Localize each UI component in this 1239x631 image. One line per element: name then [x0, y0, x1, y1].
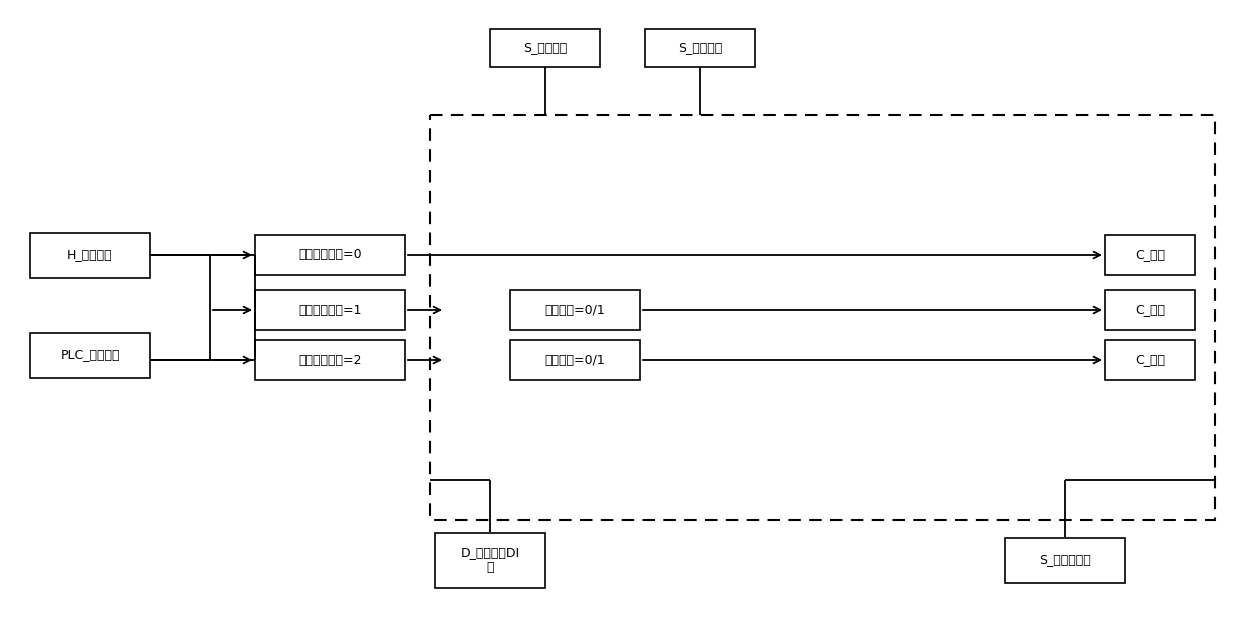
Bar [1005, 538, 1125, 582]
Bar [510, 290, 641, 330]
Text: 上升到位=0/1: 上升到位=0/1 [545, 304, 606, 317]
Bar [510, 340, 641, 380]
Text: C_下降: C_下降 [1135, 353, 1165, 367]
Text: 程序比较指令=1: 程序比较指令=1 [299, 304, 362, 317]
Text: 程序比较指令=0: 程序比较指令=0 [299, 249, 362, 261]
Bar [30, 232, 150, 278]
Bar [1105, 290, 1194, 330]
Bar [1105, 340, 1194, 380]
Bar [435, 533, 545, 587]
Text: 下降到位=0/1: 下降到位=0/1 [545, 353, 606, 367]
Text: C_上升: C_上升 [1135, 304, 1165, 317]
Bar [1105, 235, 1194, 275]
Bar [30, 333, 150, 377]
Bar [255, 290, 405, 330]
Bar [255, 340, 405, 380]
Bar [489, 29, 600, 67]
Bar [430, 115, 1215, 520]
Text: H_上位控制: H_上位控制 [67, 249, 113, 261]
Text: PLC_其他控制: PLC_其他控制 [61, 348, 120, 362]
Text: D_源于现场DI
点: D_源于现场DI 点 [461, 546, 519, 574]
Text: S_故障代码: S_故障代码 [678, 42, 722, 54]
Bar [646, 29, 755, 67]
Bar [255, 235, 405, 275]
Text: S_设备编号: S_设备编号 [523, 42, 567, 54]
Text: C_停止: C_停止 [1135, 249, 1165, 261]
Text: S_到上位显示: S_到上位显示 [1040, 553, 1090, 567]
Text: 程序比较指令=2: 程序比较指令=2 [299, 353, 362, 367]
